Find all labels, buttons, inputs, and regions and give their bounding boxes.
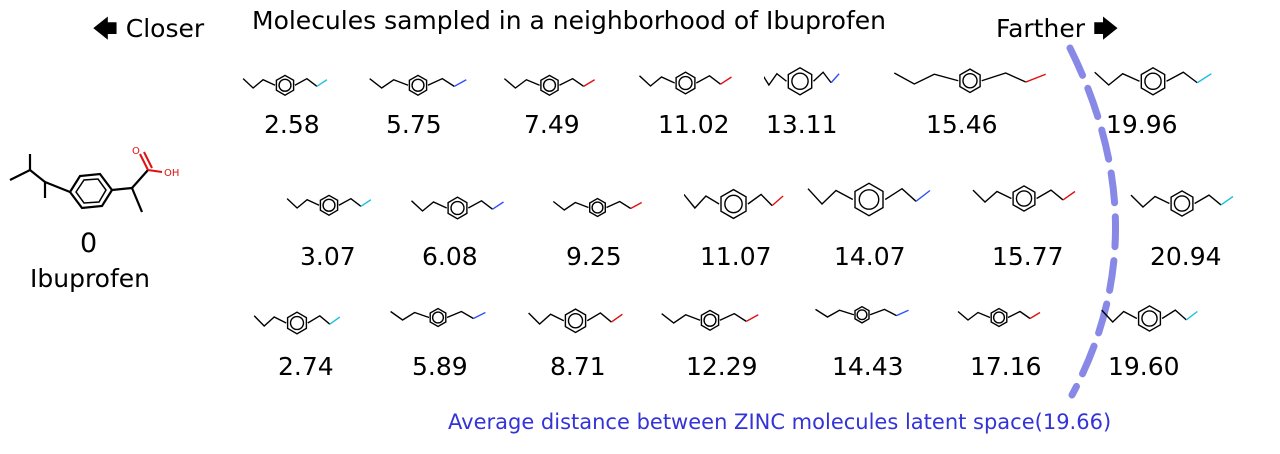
molecule-structure bbox=[639, 71, 732, 95]
arrow-right-icon: 🡆 bbox=[1092, 14, 1119, 43]
molecule-structure bbox=[411, 196, 504, 220]
distance-label: 3.07 bbox=[300, 242, 356, 271]
distance-label: 15.77 bbox=[992, 242, 1064, 271]
closer-text: Closer bbox=[125, 14, 205, 43]
distance-label: 14.43 bbox=[832, 352, 904, 381]
distance-label: 2.58 bbox=[264, 110, 320, 139]
molecule-structure bbox=[893, 68, 1046, 94]
closer-label: 🡄 Closer bbox=[92, 10, 204, 53]
molecule-structure bbox=[242, 74, 328, 97]
distance-label: 7.49 bbox=[524, 110, 580, 139]
molecule-structure bbox=[815, 305, 909, 324]
molecule-structure bbox=[972, 185, 1076, 212]
distance-label: 11.02 bbox=[658, 110, 730, 139]
distance-label: 20.94 bbox=[1150, 242, 1222, 271]
average-distance-note: Average distance between ZINC molecules … bbox=[448, 410, 1112, 434]
distance-label: 6.08 bbox=[422, 242, 478, 271]
distance-label: 14.07 bbox=[834, 242, 906, 271]
molecule-structure bbox=[1101, 305, 1198, 332]
distance-label: 5.89 bbox=[412, 352, 468, 381]
distance-label: 19.96 bbox=[1106, 110, 1178, 139]
molecule-structure bbox=[503, 74, 595, 97]
distance-label: 11.07 bbox=[700, 242, 772, 271]
svg-text:O: O bbox=[132, 146, 140, 157]
distance-label: 8.71 bbox=[550, 352, 606, 381]
distance-label: 12.29 bbox=[686, 352, 758, 381]
figure-title: Molecules sampled in a neighborhood of I… bbox=[252, 6, 886, 35]
reference-distance: 0 bbox=[80, 228, 98, 259]
farther-text: Farther bbox=[996, 14, 1085, 43]
reference-name: Ibuprofen bbox=[30, 264, 151, 293]
molecule-structure bbox=[390, 307, 486, 328]
distance-label: 5.75 bbox=[386, 110, 442, 139]
molecule-structure bbox=[253, 311, 341, 335]
molecule-structure bbox=[957, 307, 1041, 328]
molecule-structure bbox=[807, 182, 931, 217]
distance-label: 2.74 bbox=[278, 352, 334, 381]
molecule-structure bbox=[764, 66, 840, 96]
molecule-structure bbox=[684, 188, 784, 220]
arrow-left-icon: 🡄 bbox=[92, 14, 118, 43]
farther-label: Farther 🡆 bbox=[996, 10, 1119, 53]
molecule-structure bbox=[286, 194, 372, 217]
molecule-structure bbox=[1094, 66, 1212, 96]
molecule-structure bbox=[528, 308, 623, 334]
ibuprofen-structure: O OH bbox=[9, 146, 179, 213]
distance-label: 13.11 bbox=[766, 110, 838, 139]
distance-label: 15.46 bbox=[926, 110, 998, 139]
molecule-structure bbox=[1130, 190, 1234, 217]
molecule-structure bbox=[661, 309, 759, 332]
distance-label: 19.60 bbox=[1108, 352, 1180, 381]
distance-label: 9.25 bbox=[566, 242, 622, 271]
molecule-structure bbox=[552, 197, 643, 218]
distance-label: 17.16 bbox=[970, 352, 1042, 381]
svg-text:OH: OH bbox=[164, 168, 179, 179]
molecule-structure bbox=[369, 74, 467, 97]
